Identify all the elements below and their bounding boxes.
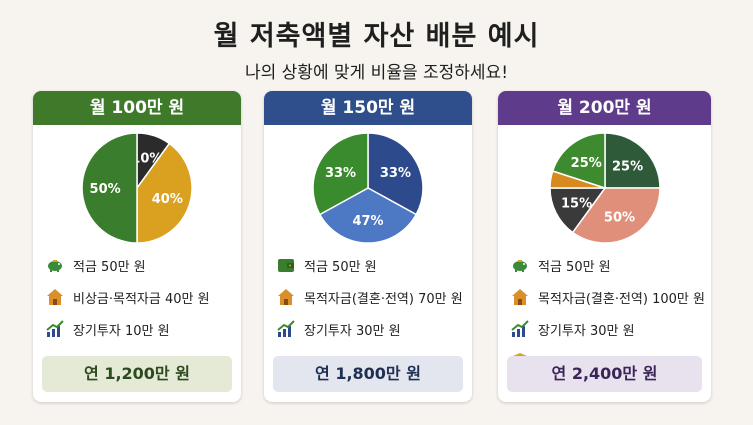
allocation-item-label: 적금 50만 원 (304, 259, 377, 275)
slice-label: 50% (90, 182, 121, 197)
house-icon (45, 287, 65, 307)
allocation-item: 장기투자 10만 원 (45, 313, 235, 345)
slice-label: 33% (325, 166, 356, 181)
annual-total: 연 1,200만 원 (42, 356, 232, 392)
allocation-item-label: 비상금·목적자금 40만 원 (73, 291, 210, 307)
card-header: 월 200만 원 (498, 91, 711, 125)
page-subtitle: 나의 상황에 맞게 비율을 조정하세요! (244, 63, 509, 83)
pie-slice (367, 132, 424, 216)
pie-chart: 10% 40% 50% (33, 129, 241, 247)
allocation-item-label: 장기투자 10만 원 (73, 323, 170, 339)
allocation-item: 장기투자 30만 원 (510, 313, 705, 345)
allocation-item-label: 적금 50만 원 (73, 259, 146, 275)
growth-chart-icon (276, 319, 296, 339)
pie-slice (81, 132, 138, 244)
pie-slice (312, 132, 369, 216)
allocation-item: 적금 50만 원 (45, 249, 235, 281)
piggy-bank-icon (510, 255, 530, 275)
pie-chart: 33% 47% 33% (264, 129, 472, 247)
pie-slice (551, 132, 606, 190)
allocation-item: 적금 50만 원 (276, 249, 466, 281)
slice-label: 15% (561, 196, 592, 211)
allocation-item: 비상금·목적자금 40만 원 (45, 281, 235, 313)
slice-label: 25% (570, 156, 601, 171)
annual-total: 연 2,400만 원 (507, 356, 702, 392)
allocation-item: 장기투자 30만 원 (276, 313, 466, 345)
pie-slice (136, 142, 193, 244)
allocation-item-label: 목적자금(결혼·전역) 70만 원 (304, 291, 463, 307)
card-header: 월 100만 원 (33, 91, 241, 125)
allocation-item-label: 적금 50만 원 (538, 259, 611, 275)
slice-label: 33% (380, 166, 411, 181)
allocation-item: 적금 50만 원 (510, 249, 705, 281)
pie-slice (548, 187, 606, 234)
annual-total: 연 1,800만 원 (273, 356, 463, 392)
page-title: 월 저축액별 자산 배분 예시 (213, 21, 540, 52)
card-100: 월 100만 원 10% 40% 50% 적금 50만 원 비상금·목적자금 40만 … (33, 91, 241, 402)
allocation-item-label: 장기투자 30만 원 (304, 323, 401, 339)
slice-label: 50% (603, 210, 634, 225)
slice-label: 40% (152, 192, 183, 207)
allocation-item-label: 목적자금(결혼·전역) 100만 원 (538, 291, 705, 307)
piggy-bank-icon (45, 255, 65, 275)
house-icon (276, 287, 296, 307)
pie-slice (571, 187, 661, 244)
allocation-item-label: 장기투자 30만 원 (538, 323, 635, 339)
house-icon (510, 287, 530, 307)
pie-slice (603, 132, 661, 189)
growth-chart-icon (45, 319, 65, 339)
allocation-item: 목적자금(결혼·전역) 100만 원 (510, 281, 705, 313)
slice-label: 47% (352, 214, 383, 229)
allocation-item: 목적자금(결혼·전역) 70만 원 (276, 281, 466, 313)
pie-chart: 25% 50% 15% 25% (498, 129, 711, 247)
card-header: 월 150만 원 (264, 91, 472, 125)
growth-chart-icon (510, 319, 530, 339)
slice-label: 25% (611, 159, 642, 174)
wallet-icon (276, 255, 296, 275)
